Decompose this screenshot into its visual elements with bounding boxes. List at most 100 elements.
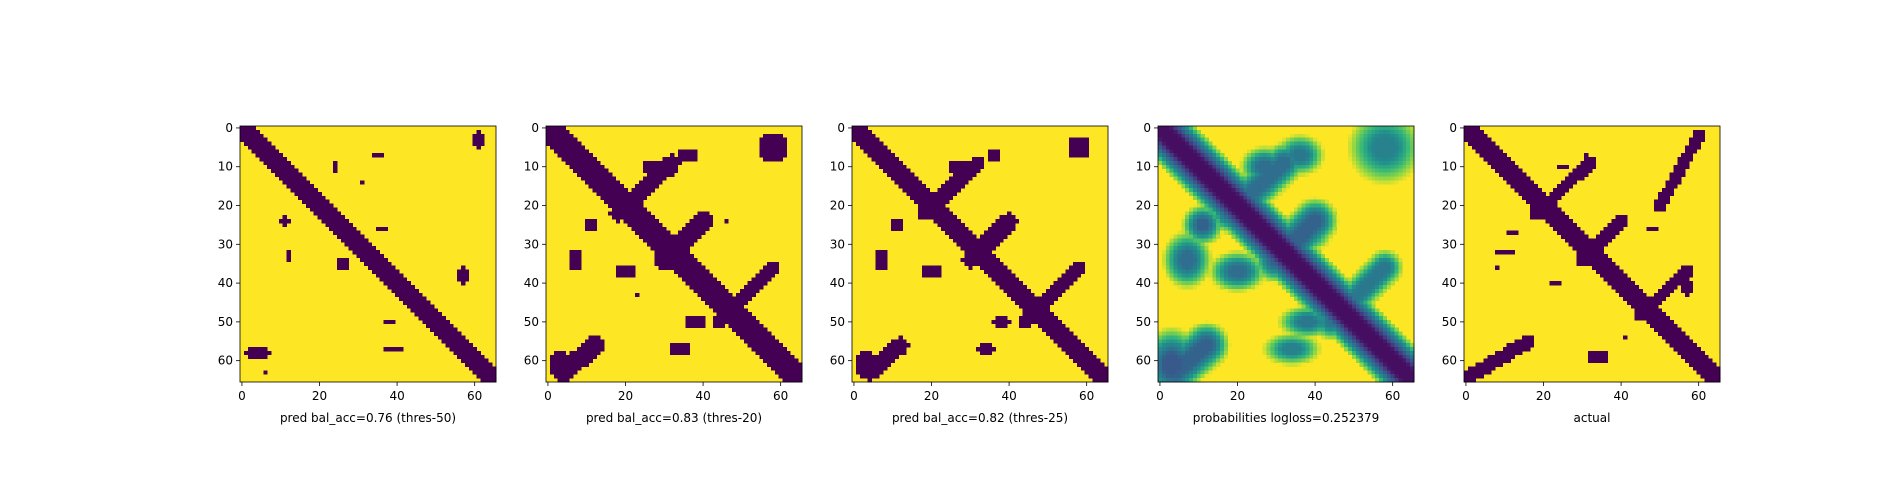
heatmap-cell [1196, 207, 1202, 212]
heatmap-cell [681, 269, 686, 274]
heatmap-cell [611, 195, 617, 201]
heatmap-cell [1355, 164, 1361, 170]
heatmap-cell [677, 257, 683, 263]
heatmap-cell [414, 292, 419, 298]
heatmap-cell [960, 180, 965, 185]
heatmap-cell [596, 335, 601, 340]
heatmap-cell [569, 250, 574, 255]
heatmap-cell [1208, 215, 1213, 220]
heatmap-cell [352, 226, 357, 232]
heatmap-cell [1371, 157, 1376, 162]
heatmap-cell [437, 331, 443, 336]
heatmap-cell [681, 226, 686, 232]
heatmap-cell [592, 176, 597, 181]
heatmap-cell [1305, 246, 1310, 251]
heatmap-cell [1161, 164, 1167, 170]
heatmap-cell [1212, 323, 1217, 329]
heatmap-cell [1254, 246, 1260, 251]
heatmap-cell [375, 269, 380, 274]
heatmap-cell [991, 222, 996, 228]
heatmap-cell [1266, 199, 1271, 204]
heatmap-cell [1258, 211, 1264, 216]
heatmap-cell [751, 292, 756, 298]
heatmap-cell [1220, 350, 1225, 356]
heatmap-cell [1065, 339, 1070, 344]
heatmap-cell [1169, 339, 1174, 344]
heatmap-cell [1305, 277, 1310, 282]
heatmap-cell [1007, 211, 1012, 216]
heatmap-cell [689, 285, 694, 290]
heatmap-cell [1247, 160, 1252, 166]
heatmap-cell [778, 141, 783, 146]
heatmap-cell [886, 362, 892, 367]
heatmap-cell [1324, 226, 1330, 232]
heatmap-cell [739, 304, 745, 309]
heatmap-cell [426, 316, 431, 321]
heatmap-cell [1375, 362, 1380, 367]
heatmap-cell [1289, 160, 1295, 166]
heatmap-cell [364, 261, 369, 266]
heatmap-cell [886, 168, 892, 173]
heatmap-cell [1231, 273, 1236, 278]
heatmap-cell [565, 374, 570, 379]
heatmap-cell [1251, 265, 1256, 270]
heatmap-cell [1355, 354, 1361, 360]
heatmap-cell [1266, 203, 1271, 208]
heatmap-cell [437, 312, 443, 317]
heatmap-cell [1328, 219, 1333, 224]
heatmap-cell [1161, 358, 1167, 363]
heatmap-cell [1069, 277, 1074, 282]
heatmap-cell [1348, 350, 1353, 356]
heatmap-cell [879, 145, 884, 150]
heatmap-cell [674, 246, 679, 251]
heatmap-cell [1351, 160, 1357, 166]
heatmap-cell [1258, 199, 1264, 204]
heatmap-cell [1220, 199, 1225, 204]
heatmap-cell [1289, 335, 1295, 340]
heatmap-cell [1324, 230, 1330, 235]
heatmap-cell [546, 141, 551, 146]
heatmap-cell [580, 164, 586, 170]
heatmap-cell [902, 180, 907, 185]
heatmap-cell [658, 230, 663, 235]
heatmap-cell [437, 319, 443, 325]
heatmap-cell [1177, 366, 1182, 371]
heatmap-cell [767, 277, 772, 282]
heatmap-cell [1305, 323, 1310, 329]
heatmap-cell [980, 157, 985, 162]
heatmap-cell [1289, 273, 1295, 278]
heatmap-cell [1096, 370, 1101, 375]
heatmap-cell [1332, 285, 1337, 290]
heatmap-cell [1076, 358, 1082, 363]
heatmap-cell [1220, 358, 1225, 363]
heatmap-cell [1410, 343, 1415, 348]
heatmap-cell [1379, 164, 1384, 170]
heatmap-cell [1057, 319, 1062, 325]
heatmap-cell [588, 168, 593, 173]
heatmap-cell [406, 281, 412, 286]
heatmap-cell [1204, 246, 1209, 251]
heatmap-cell [732, 312, 737, 317]
heatmap-cell [952, 176, 958, 181]
heatmap-cell [782, 350, 787, 356]
heatmap-cell [1278, 219, 1283, 224]
heatmap-cell [677, 350, 683, 356]
heatmap-cell [1042, 327, 1047, 332]
heatmap-cell [1212, 207, 1217, 212]
heatmap-cell [1208, 339, 1213, 344]
heatmap-cell [875, 362, 880, 367]
heatmap-cell [569, 145, 574, 150]
heatmap-cell [941, 211, 946, 216]
heatmap-cell [1192, 141, 1198, 146]
y-tick-label: 0 [531, 121, 539, 135]
heatmap-cell [1161, 331, 1167, 336]
heatmap-cell [1348, 153, 1353, 158]
heatmap-cell [732, 296, 737, 301]
heatmap-cell [693, 257, 698, 263]
heatmap-cell [1223, 215, 1229, 220]
heatmap-cell [1328, 211, 1333, 216]
heatmap-cell [968, 176, 973, 181]
heatmap-cell [968, 160, 973, 166]
heatmap-cell [1317, 149, 1322, 154]
heatmap-cell [976, 257, 981, 263]
